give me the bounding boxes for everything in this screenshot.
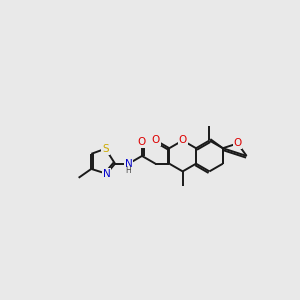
- Text: S: S: [102, 144, 109, 154]
- Text: N: N: [103, 169, 110, 179]
- Text: O: O: [152, 136, 160, 146]
- Text: O: O: [138, 137, 146, 147]
- Text: O: O: [233, 138, 242, 148]
- Text: H: H: [126, 166, 131, 175]
- Text: N: N: [125, 159, 133, 169]
- Text: O: O: [178, 136, 187, 146]
